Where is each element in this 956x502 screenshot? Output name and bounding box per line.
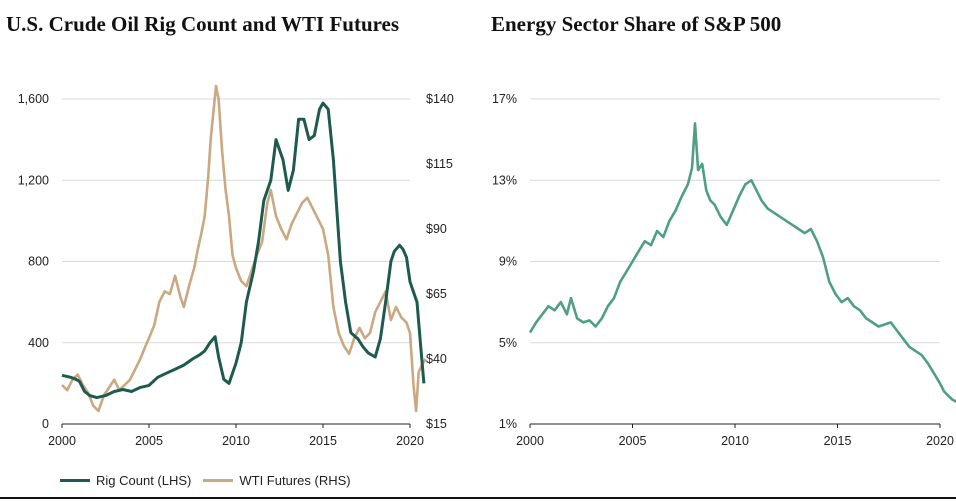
left-x-tick-label: 2020	[396, 434, 424, 448]
right-y-tick-label: 9%	[499, 255, 517, 269]
legend-label-rig: Rig Count (LHS)	[96, 473, 192, 488]
rig-count-line	[61, 101, 426, 400]
left-y2-tick-label: $15	[426, 417, 447, 431]
left-y2-tick-label: $40	[426, 352, 447, 366]
right-x-tick-label: 2005	[619, 434, 647, 448]
legend-item-wti: WTI Futures (RHS)	[203, 473, 351, 488]
legend-swatch-rig	[60, 479, 90, 482]
legend-swatch-wti	[203, 479, 234, 482]
right-x-tick-label: 2000	[516, 434, 544, 448]
left-x-tick-label: 2005	[135, 434, 163, 448]
right-y-tick-label: 13%	[492, 173, 517, 187]
wti-futures-line	[61, 84, 427, 413]
left-y2-tick-label: $115	[426, 157, 453, 171]
right-y-tick-label: 5%	[499, 336, 517, 350]
legend-item-rig: Rig Count (LHS)	[60, 473, 191, 488]
left-x-tick-label: 2015	[309, 434, 337, 448]
right-y-tick-label: 17%	[492, 92, 517, 106]
left-y-tick-label: 800	[28, 255, 49, 269]
left-y-tick-label: 0	[42, 417, 49, 431]
left-chart-title: U.S. Crude Oil Rig Count and WTI Futures	[6, 12, 400, 36]
left-y2-tick-label: $65	[426, 287, 447, 301]
left-x-tick-label: 2010	[222, 434, 250, 448]
right-y-tick-label: 1%	[499, 417, 517, 431]
legend: Rig Count (LHS) WTI Futures (RHS)	[60, 473, 363, 488]
right-x-tick-label: 2020	[926, 434, 954, 448]
left-y-tick-label: 1,600	[18, 92, 49, 106]
left-x-tick-label: 2000	[48, 434, 76, 448]
right-x-tick-label: 2015	[824, 434, 852, 448]
bottom-rule	[0, 497, 956, 499]
left-y-tick-label: 1,200	[18, 173, 49, 187]
right-x-tick-label: 2010	[721, 434, 749, 448]
left-y2-tick-label: $140	[426, 92, 454, 106]
legend-label-wti: WTI Futures (RHS)	[239, 473, 351, 488]
left-y-tick-label: 400	[28, 336, 49, 350]
right-chart-title: Energy Sector Share of S&P 500	[491, 12, 782, 36]
left-y2-tick-label: $90	[426, 222, 447, 236]
energy-share-line	[528, 122, 956, 403]
